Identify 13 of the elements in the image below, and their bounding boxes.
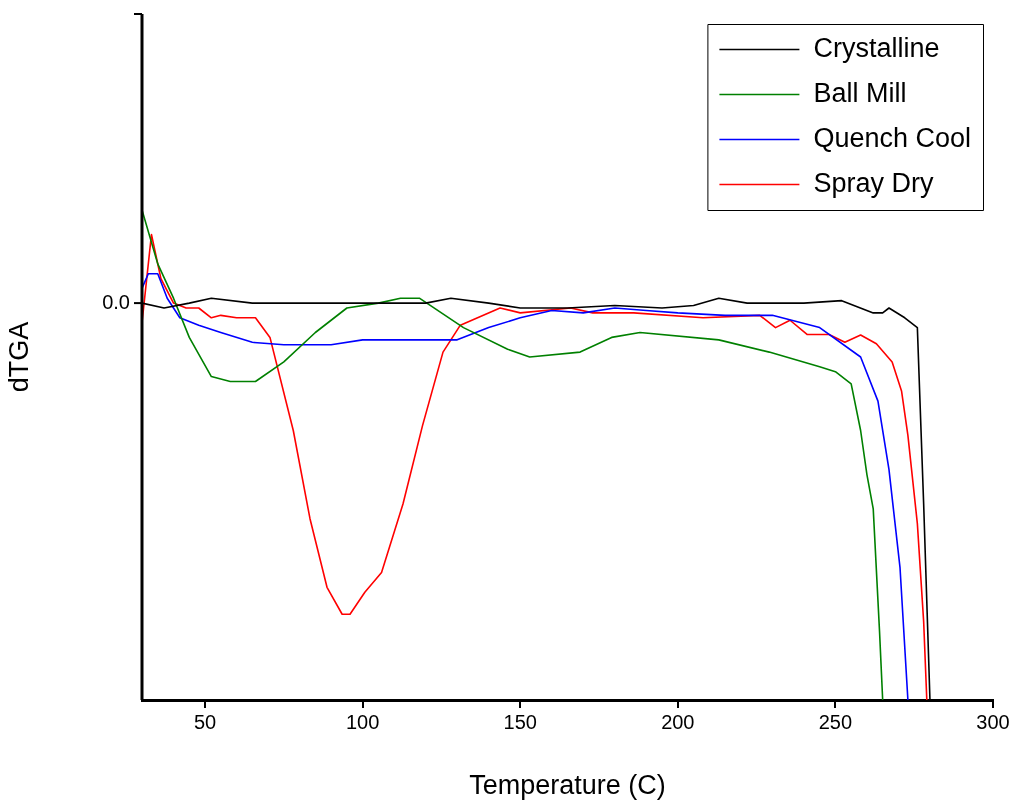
- legend-label: Ball Mill: [813, 77, 907, 108]
- y-axis-title: dTGA: [3, 321, 34, 393]
- text: 0.0: [102, 290, 130, 313]
- legend-label: Spray Dry: [813, 167, 934, 198]
- legend-label: Quench Cool: [813, 122, 972, 153]
- x-axis-title: Temperature (C): [469, 770, 666, 801]
- legend-label: Crystalline: [813, 32, 940, 63]
- x-tick-label: 100: [345, 710, 380, 733]
- x-tick-label: 250: [818, 710, 853, 733]
- x-tick-label: 150: [503, 710, 537, 733]
- x-tick-label: 300: [976, 710, 1010, 733]
- x-tick-label: 50: [193, 710, 217, 733]
- x-tick-label: 200: [661, 710, 695, 733]
